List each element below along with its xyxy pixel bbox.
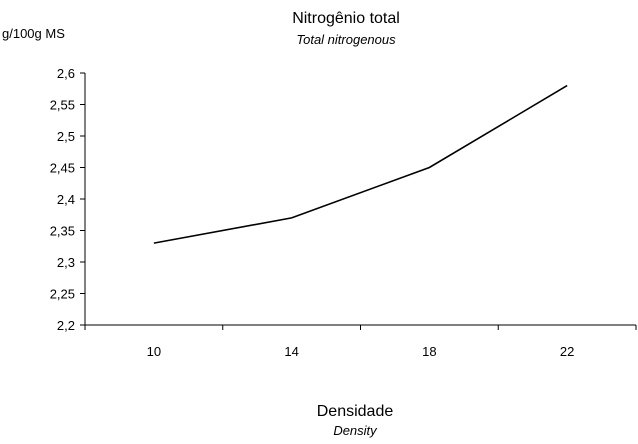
x-ticks: 10 14 18 22 (84, 325, 637, 359)
x-tick-label: 14 (284, 344, 298, 359)
series-line (153, 84, 568, 244)
x-axis-title: Densidade (317, 403, 394, 420)
y-tick-label: 2,4 (57, 192, 75, 207)
chart-title: Nitrogênio total (292, 10, 400, 27)
y-tick-label: 2,3 (57, 255, 75, 270)
series-layer (153, 84, 568, 244)
x-tick-label: 18 (422, 344, 436, 359)
y-ticks: 2,2 2,25 2,3 2,35 2,4 2,45 2,5 2,55 2,6 (50, 66, 85, 333)
x-axis-subtitle: Density (333, 423, 378, 438)
y-tick-label: 2,25 (50, 287, 75, 302)
x-tick-label: 10 (147, 344, 161, 359)
y-tick-label: 2,6 (57, 66, 75, 81)
y-tick-label: 2,55 (50, 98, 75, 113)
x-tick-label: 22 (560, 344, 574, 359)
y-tick-label: 2,45 (50, 161, 75, 176)
chart-subtitle: Total nitrogenous (296, 32, 396, 47)
y-axis-title: g/100g MS (2, 26, 65, 41)
y-tick-label: 2,35 (50, 224, 75, 239)
y-tick-label: 2,2 (57, 318, 75, 333)
y-tick-label: 2,5 (57, 129, 75, 144)
